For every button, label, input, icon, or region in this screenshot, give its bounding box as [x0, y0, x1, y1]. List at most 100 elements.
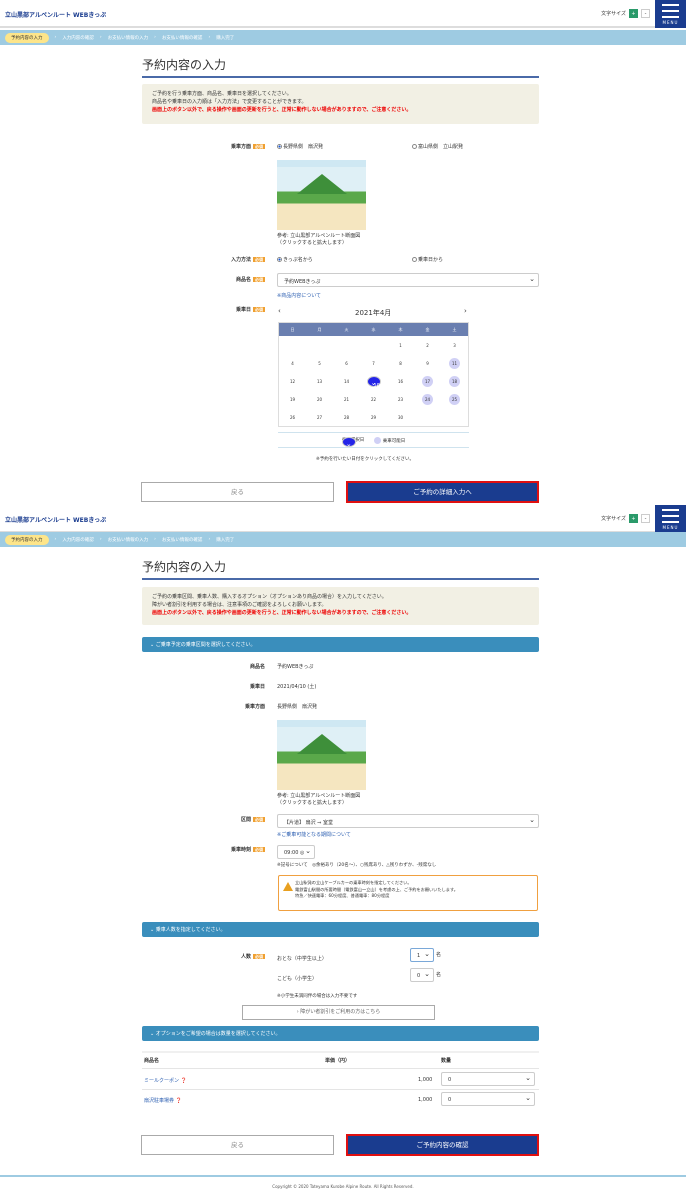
calendar-day: 16 — [397, 378, 404, 384]
site-logo[interactable]: 立山黒部アルペンルート WEBきっぷ — [5, 517, 107, 524]
method-radio-ticket[interactable]: きっぷ名から — [277, 256, 313, 263]
weekday-header: 木 — [398, 326, 403, 332]
step: 入力内容の確認 — [62, 35, 94, 41]
calendar-note: ※予約を行いたい日付をクリックしてください。 — [316, 457, 414, 462]
calendar-day: 20 — [316, 396, 323, 402]
route-select[interactable]: 【片道】 扇沢 ⇒ 室堂 — [277, 814, 539, 828]
calendar-day: 27 — [316, 414, 323, 420]
child-count-select[interactable]: 0 — [410, 968, 434, 982]
calendar-day: 30 — [397, 414, 404, 420]
calendar-day: 4 — [291, 360, 294, 366]
route-map-image[interactable] — [277, 160, 366, 230]
confirm-button[interactable]: ご予約内容の確認 — [346, 1134, 539, 1156]
step-current: 予約内容の入力 — [5, 32, 49, 43]
weekday-header: 水 — [371, 326, 376, 332]
option-price: 1,000 — [418, 1097, 433, 1103]
calendar-day: 3 — [453, 342, 456, 348]
progress-steps: 予約内容の入力 › 入力内容の確認 › お支払い情報の入力 › お支払い情報の確認 › … — [0, 30, 686, 45]
route-map-image[interactable] — [277, 720, 366, 790]
calendar-day-available[interactable]: 17 — [422, 375, 433, 387]
calendar-day: 2 — [426, 342, 429, 348]
time-select[interactable]: 09:00 ◎ — [277, 845, 315, 859]
table-header-qty: 数量 — [441, 1058, 452, 1064]
font-small-button[interactable]: - — [641, 9, 650, 18]
calendar-day-available[interactable]: 24 — [422, 393, 433, 405]
step: お支払い情報の確認 — [161, 35, 203, 41]
help-icon: ❓ — [175, 1098, 182, 1104]
option-name-link[interactable]: 扇沢駐車場券 ❓ — [144, 1098, 182, 1104]
step: 購入完了 — [216, 537, 235, 543]
back-button[interactable]: 戻る — [141, 1135, 334, 1155]
site-logo[interactable]: 立山黒部アルペンルート WEBきっぷ — [5, 12, 107, 19]
option-qty-select[interactable]: 0 — [441, 1072, 535, 1086]
site-header: 立山黒部アルペンルート WEBきっぷ 文字サイズ + - MENU — [0, 0, 686, 28]
page-title: 予約内容の入力 — [142, 56, 539, 78]
child-label: こども（小学生） — [277, 976, 318, 982]
step: お支払い情報の確認 — [161, 537, 203, 543]
product-select[interactable]: 予約WEBきっぷ — [277, 273, 539, 287]
info-box: ご予約を行う乗車方面、商品名、乗車日を選択してください。 商品名や乗車日の入力順は… — [142, 84, 539, 124]
calendar-day: 29 — [370, 414, 377, 420]
direction-radio-toyama[interactable]: 富山県側 立山駅発 — [412, 143, 463, 150]
info-box: ご予約の乗車区間、乗車人数、購入するオプション（オプションあり商品の場合）を入力… — [142, 587, 539, 625]
font-large-button[interactable]: + — [629, 9, 638, 18]
product-label: 商品名 必須 — [235, 277, 265, 283]
hamburger-icon — [662, 509, 679, 511]
notice-box: 立山駅発の立山ケーブルカーの乗車時刻を指定してください。 電鉄富山駅間の所要時間（… — [278, 875, 538, 911]
option-qty-select[interactable]: 0 — [441, 1092, 535, 1106]
step: 入力内容の確認 — [62, 537, 94, 543]
font-size-label: 文字サイズ — [601, 11, 626, 17]
calendar-next-button[interactable]: › — [464, 307, 467, 315]
product-label: 商品名 — [249, 664, 265, 670]
help-icon: ❓ — [180, 1078, 187, 1084]
font-size-control: 文字サイズ + - — [601, 514, 650, 523]
product-info-link[interactable]: ※商品内容について — [277, 293, 322, 299]
people-label: 人数 必須 — [240, 954, 265, 960]
weekday-header: 火 — [344, 326, 349, 332]
font-size-control: 文字サイズ + - — [601, 9, 650, 18]
adult-count-select[interactable]: 1 — [410, 948, 434, 962]
product-value: 予約WEBきっぷ — [277, 664, 314, 670]
input-method-label: 入力方法 必須 — [230, 257, 265, 263]
calendar-legend: 乗車選択日 乗車可能日 — [278, 432, 469, 450]
direction-value: 長野県側 扇沢発 — [277, 704, 318, 710]
calendar-day: 7 — [372, 360, 375, 366]
progress-steps: 予約内容の入力 › 入力内容の確認 › お支払い情報の入力 › お支払い情報の確認 › … — [0, 532, 686, 547]
route-period-link[interactable]: ※ご乗車可能となる期間について — [277, 832, 351, 838]
font-small-button[interactable]: - — [641, 514, 650, 523]
time-symbol-note: ※記号について ◎余裕あり（20名～）、○残席あり、△残りわずか、-残席なし — [277, 863, 437, 868]
calendar-day: 6 — [345, 360, 348, 366]
section-header-options: ⌄ オプションをご希望の場合は数量を選択してください。 — [142, 1026, 539, 1041]
table-header-name: 商品名 — [144, 1058, 160, 1064]
calendar-day: 14 — [343, 378, 350, 384]
direction-radio-nagano[interactable]: 長野県側 扇沢発 — [277, 143, 323, 150]
back-button[interactable]: 戻る — [141, 482, 334, 502]
calendar-day-selected[interactable]: 10 — [366, 375, 381, 389]
step-current: 予約内容の入力 — [5, 534, 49, 545]
calendar-prev-button[interactable]: ‹ — [278, 307, 281, 315]
calendar-day: 9 — [426, 360, 429, 366]
method-radio-date[interactable]: 乗車日から — [412, 256, 443, 263]
font-large-button[interactable]: + — [629, 514, 638, 523]
map-caption: 参考: 立山黒部アルペンルート断面図 （クリックすると拡大します） — [277, 793, 361, 806]
disability-discount-button[interactable]: › 障がい者割引をご利用の方はこちら — [242, 1005, 435, 1020]
menu-button[interactable]: MENU — [655, 0, 686, 28]
option-name-link[interactable]: ミールクーポン ❓ — [144, 1078, 187, 1084]
adult-unit: 名 — [436, 952, 442, 958]
time-label: 乗車時刻 必須 — [230, 847, 265, 853]
table-header-price: 単価（円） — [325, 1058, 351, 1064]
weekday-header: 金 — [425, 326, 430, 332]
next-button[interactable]: ご予約の詳細入力へ — [346, 481, 539, 503]
date-label: 乗車日 必須 — [235, 307, 265, 313]
calendar-day-available[interactable]: 18 — [449, 375, 460, 387]
available-day-swatch — [374, 436, 382, 444]
step: 購入完了 — [216, 35, 235, 41]
warning-icon — [283, 882, 293, 891]
calendar-day-available[interactable]: 25 — [449, 393, 460, 405]
calendar-day-available[interactable]: 11 — [449, 357, 460, 369]
calendar-weekdays: 日月火水木金土 — [279, 323, 468, 336]
menu-button[interactable]: MENU — [655, 505, 686, 533]
section-header-route: ⌄ ご乗車予定の乗車区間を選択してください。 — [142, 637, 539, 652]
radio-icon — [412, 144, 417, 149]
